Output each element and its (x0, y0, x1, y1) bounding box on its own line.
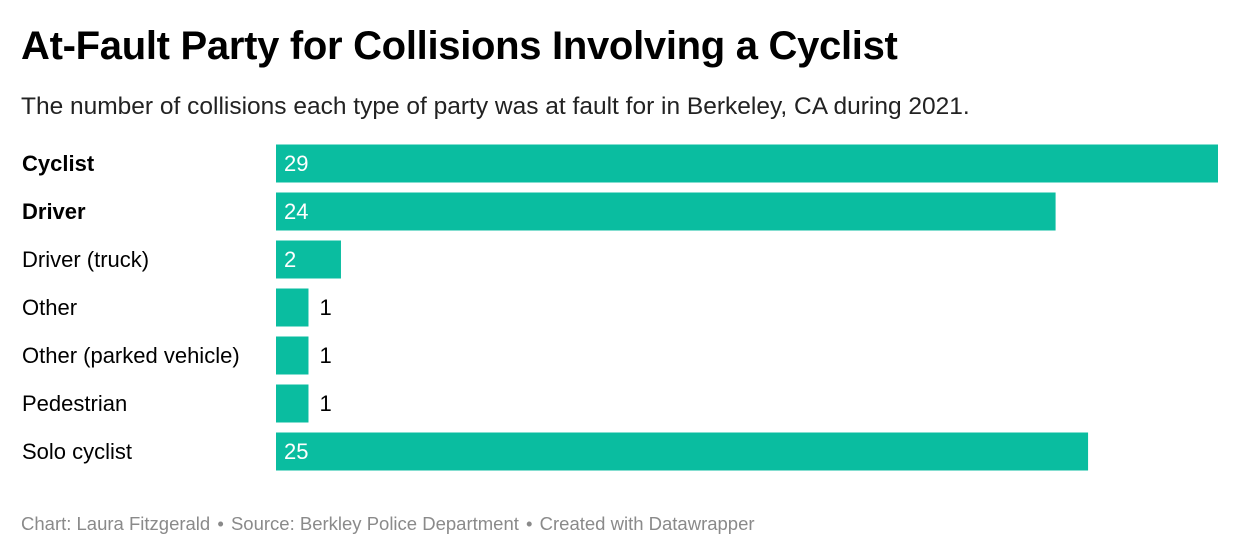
category-label-driver: Driver (22, 199, 86, 224)
value-label-pedestrian: 1 (319, 391, 331, 416)
category-label-solo-cyclist: Solo cyclist (22, 439, 132, 464)
bar-pedestrian (276, 384, 309, 423)
category-label-cyclist: Cyclist (22, 151, 95, 176)
chart-title: At-Fault Party for Collisions Involving … (21, 24, 898, 68)
bar-solo-cyclist (276, 432, 1089, 471)
bar-driver (276, 192, 1056, 231)
bar-driver-truck (276, 240, 341, 279)
category-label-other-parked-vehicle: Other (parked vehicle) (22, 343, 240, 368)
category-label-driver-truck: Driver (truck) (22, 247, 149, 272)
footer-separator: • (526, 513, 533, 534)
value-label-other-parked-vehicle: 1 (319, 343, 331, 368)
chart-subtitle: The number of collisions each type of pa… (21, 93, 970, 120)
bar-cyclist (276, 144, 1218, 183)
value-label-cyclist: 29 (284, 151, 308, 176)
value-label-driver-truck: 2 (284, 247, 296, 272)
value-label-driver: 24 (284, 199, 308, 224)
category-label-other: Other (22, 295, 77, 320)
bar-other-parked-vehicle (276, 336, 309, 375)
value-label-other: 1 (319, 295, 331, 320)
created-with-credit: Created with Datawrapper (539, 513, 755, 534)
bar-other (276, 288, 309, 327)
chart-credit: Chart: Laura Fitzgerald (21, 513, 211, 534)
category-label-pedestrian: Pedestrian (22, 391, 127, 416)
footer-separator: • (217, 513, 224, 534)
source-credit: Source: Berkley Police Department (230, 513, 519, 534)
value-label-solo-cyclist: 25 (284, 439, 308, 464)
chart-footer: Chart: Laura Fitzgerald • Source: Berkle… (21, 511, 755, 537)
